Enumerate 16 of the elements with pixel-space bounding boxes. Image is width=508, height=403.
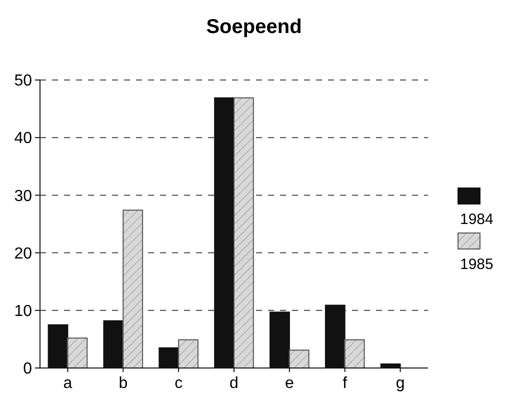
- x-tick-label: d: [230, 375, 238, 392]
- x-tick-label: g: [396, 375, 405, 392]
- x-tick-label: e: [284, 375, 294, 392]
- x-tick-label: a: [63, 375, 72, 392]
- y-tick-label: 0: [23, 360, 32, 378]
- x-tick-label: c: [174, 375, 183, 392]
- x-tick-label: b: [118, 375, 128, 392]
- y-tick-label: 30: [14, 188, 32, 205]
- x-tick-label: f: [342, 375, 348, 392]
- legend-label: 1985: [460, 256, 494, 273]
- y-tick-label: 10: [14, 303, 32, 320]
- y-tick-label: 50: [14, 72, 32, 90]
- legend-label: 1984: [460, 211, 494, 228]
- y-tick-label: 40: [14, 130, 32, 148]
- chart-title: Soepeend: [206, 16, 302, 38]
- y-tick-label: 20: [14, 245, 32, 262]
